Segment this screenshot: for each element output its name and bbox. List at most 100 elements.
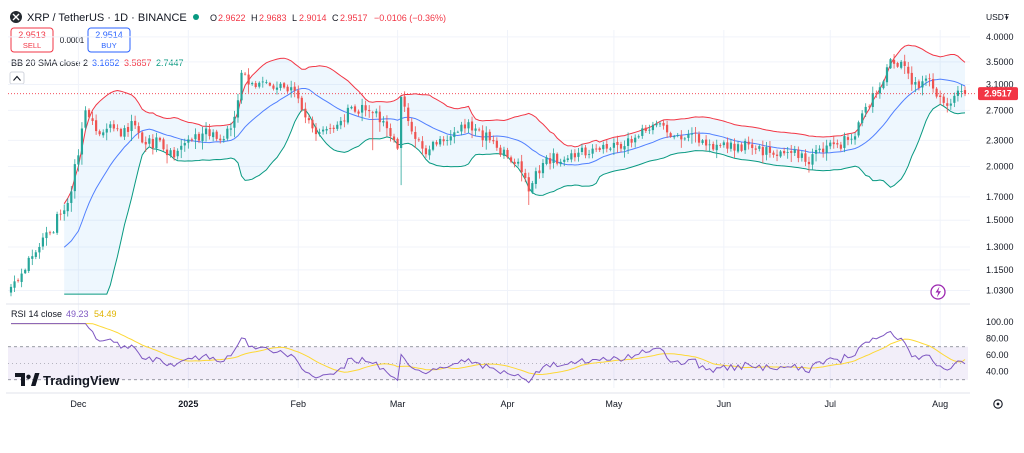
- candle[interactable]: [591, 144, 594, 159]
- candle[interactable]: [176, 148, 179, 160]
- candle[interactable]: [343, 114, 346, 128]
- candle[interactable]: [16, 278, 20, 283]
- candle[interactable]: [651, 121, 655, 135]
- candle[interactable]: [91, 111, 94, 126]
- candle[interactable]: [577, 148, 580, 162]
- candle[interactable]: [481, 125, 484, 148]
- candle[interactable]: [247, 68, 250, 93]
- candle[interactable]: [509, 155, 513, 164]
- candle[interactable]: [215, 129, 218, 142]
- candle[interactable]: [265, 79, 268, 85]
- candle[interactable]: [850, 133, 853, 145]
- candle[interactable]: [59, 209, 62, 221]
- candle[interactable]: [9, 284, 13, 297]
- candle[interactable]: [878, 82, 881, 99]
- candle[interactable]: [403, 91, 406, 112]
- candle[interactable]: [279, 82, 282, 91]
- candle[interactable]: [183, 138, 186, 152]
- candle[interactable]: [321, 126, 325, 135]
- sell-button[interactable]: 2.9513 SELL: [10, 27, 54, 53]
- candle[interactable]: [492, 135, 495, 145]
- candle[interactable]: [634, 134, 637, 148]
- candle[interactable]: [137, 122, 140, 139]
- candle[interactable]: [648, 124, 651, 134]
- candle[interactable]: [772, 150, 775, 158]
- candle[interactable]: [931, 73, 935, 93]
- candle[interactable]: [474, 123, 477, 136]
- candle[interactable]: [662, 119, 665, 130]
- candle[interactable]: [400, 95, 403, 186]
- candle[interactable]: [946, 97, 949, 113]
- candle[interactable]: [875, 90, 878, 98]
- candle[interactable]: [148, 134, 151, 146]
- candle[interactable]: [407, 103, 410, 126]
- candle[interactable]: [758, 144, 761, 152]
- candle[interactable]: [272, 83, 275, 91]
- symbol-title[interactable]: XRP / TetherUS · 1D · BINANCE: [27, 12, 187, 24]
- candle[interactable]: [460, 121, 463, 136]
- candle[interactable]: [793, 145, 796, 157]
- candle[interactable]: [297, 85, 300, 104]
- candle[interactable]: [435, 140, 438, 147]
- candle[interactable]: [786, 146, 789, 159]
- candle[interactable]: [353, 104, 357, 114]
- candle[interactable]: [623, 140, 626, 158]
- candle[interactable]: [570, 149, 573, 163]
- candle[interactable]: [822, 142, 825, 158]
- time-axis[interactable]: Dec 2025 Feb Mar Apr May Jun Jul Aug: [70, 399, 948, 409]
- candle[interactable]: [190, 137, 193, 142]
- candle[interactable]: [87, 108, 91, 120]
- candle[interactable]: [375, 108, 378, 118]
- candle[interactable]: [27, 256, 30, 273]
- candle[interactable]: [534, 167, 537, 189]
- candle[interactable]: [329, 123, 332, 135]
- candle[interactable]: [864, 103, 867, 117]
- candle[interactable]: [584, 145, 587, 159]
- candle[interactable]: [98, 129, 101, 137]
- candle[interactable]: [825, 139, 828, 161]
- candle[interactable]: [134, 115, 137, 130]
- candle[interactable]: [548, 152, 552, 170]
- candle[interactable]: [900, 60, 903, 70]
- gear-icon[interactable]: [993, 399, 1003, 409]
- candle[interactable]: [314, 123, 318, 141]
- candle[interactable]: [254, 80, 257, 89]
- candle[interactable]: [311, 116, 314, 133]
- candle[interactable]: [45, 226, 48, 246]
- candle[interactable]: [939, 90, 942, 105]
- candle[interactable]: [552, 148, 555, 169]
- candle[interactable]: [431, 140, 435, 152]
- candle[interactable]: [612, 138, 615, 156]
- candle[interactable]: [417, 137, 420, 142]
- candle[interactable]: [953, 92, 956, 108]
- candle[interactable]: [520, 154, 523, 182]
- candle[interactable]: [566, 154, 569, 163]
- candle[interactable]: [949, 98, 952, 110]
- candle[interactable]: [559, 158, 562, 167]
- candle[interactable]: [921, 75, 924, 96]
- candle[interactable]: [673, 134, 676, 140]
- candle[interactable]: [917, 79, 920, 91]
- candle[interactable]: [20, 268, 23, 288]
- candle[interactable]: [630, 135, 633, 148]
- candle[interactable]: [531, 180, 534, 194]
- candle[interactable]: [304, 102, 307, 124]
- candle[interactable]: [910, 66, 913, 91]
- candle[interactable]: [84, 106, 87, 131]
- candle[interactable]: [123, 125, 126, 140]
- candle[interactable]: [126, 122, 130, 137]
- candle[interactable]: [818, 145, 821, 153]
- candle[interactable]: [162, 137, 165, 151]
- candle[interactable]: [307, 115, 310, 124]
- candle[interactable]: [421, 136, 424, 155]
- candle[interactable]: [212, 129, 215, 142]
- candle[interactable]: [839, 141, 842, 152]
- candle[interactable]: [956, 85, 960, 102]
- candle[interactable]: [814, 144, 818, 162]
- candle[interactable]: [907, 61, 910, 80]
- candle[interactable]: [219, 134, 222, 144]
- candle[interactable]: [768, 141, 772, 158]
- candle[interactable]: [467, 119, 470, 133]
- candle[interactable]: [485, 126, 488, 150]
- candle[interactable]: [829, 139, 832, 150]
